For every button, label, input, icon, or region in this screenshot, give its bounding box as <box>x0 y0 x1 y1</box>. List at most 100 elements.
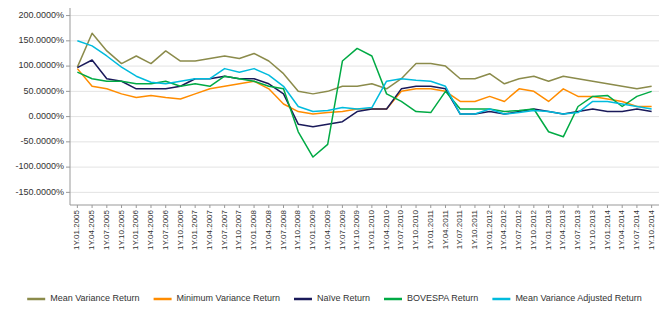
x-tick-label: 1Y.10.2006 <box>176 209 185 249</box>
x-tick-label: 1Y.04.2008 <box>264 209 273 249</box>
x-tick <box>401 205 402 208</box>
x-axis: 1Y.01.20051Y.04.20051Y.07.20051Y.10.2005… <box>72 205 655 250</box>
x-tick-label: 1Y.07.2006 <box>161 209 170 249</box>
x-tick <box>430 205 431 208</box>
y-axis-line <box>70 8 71 205</box>
x-tick <box>209 205 210 208</box>
x-tick <box>92 205 93 208</box>
x-tick-label: 1Y.07.2005 <box>102 209 111 249</box>
x-tick-label: 1Y.04.2013 <box>558 209 567 249</box>
x-tick-label: 1Y.01.2009 <box>308 209 317 249</box>
x-tick <box>548 205 549 208</box>
x-axis-line <box>70 205 659 206</box>
x-tick <box>195 205 196 208</box>
legend-label: Mean Variance Adjusted Return <box>515 293 641 303</box>
y-tick-label: 150.0000% <box>18 35 64 45</box>
x-tick <box>298 205 299 208</box>
x-tick <box>651 205 652 208</box>
y-tick <box>66 167 70 168</box>
series-lines <box>77 33 651 157</box>
x-tick <box>533 205 534 208</box>
grid-line <box>70 141 659 142</box>
grid-line <box>70 192 659 193</box>
x-tick <box>519 205 520 208</box>
x-tick-label: 1Y.10.2012 <box>529 209 538 249</box>
x-tick <box>254 205 255 208</box>
legend-item: BOVESPA Return <box>384 293 478 303</box>
x-tick <box>77 205 78 208</box>
x-tick-label: 1Y.10.2013 <box>588 209 597 249</box>
x-tick <box>106 205 107 208</box>
y-tick-label: -100.0000% <box>15 161 64 171</box>
legend-item: Minimum Variance Return <box>154 293 280 303</box>
legend-label: BOVESPA Return <box>407 293 478 303</box>
x-tick <box>504 205 505 208</box>
x-tick <box>445 205 446 208</box>
x-tick <box>239 205 240 208</box>
y-tick <box>66 15 70 16</box>
x-tick <box>489 205 490 208</box>
grid-line <box>70 91 659 92</box>
y-tick-label: 200.0000% <box>18 10 64 20</box>
x-tick-label: 1Y.10.2014 <box>647 209 656 249</box>
x-tick <box>312 205 313 208</box>
x-tick <box>150 205 151 208</box>
legend-swatch <box>492 298 510 301</box>
x-tick <box>136 205 137 208</box>
x-tick-label: 1Y.10.2011 <box>470 209 479 249</box>
x-tick-label: 1Y.01.2011 <box>426 209 435 249</box>
x-tick <box>357 205 358 208</box>
legend-swatch <box>27 298 45 301</box>
x-tick-label: 1Y.01.2007 <box>190 209 199 249</box>
x-tick-label: 1Y.07.2012 <box>514 209 523 249</box>
legend-swatch <box>384 298 402 301</box>
series-line <box>77 33 651 94</box>
x-tick <box>474 205 475 208</box>
x-tick-label: 1Y.04.2011 <box>441 209 450 249</box>
x-tick <box>416 205 417 208</box>
y-grid <box>70 16 659 193</box>
y-tick <box>66 116 70 117</box>
x-tick-label: 1Y.07.2014 <box>632 209 641 249</box>
x-tick-label: 1Y.10.2010 <box>411 209 420 249</box>
x-tick <box>622 205 623 208</box>
legend-item: Mean Variance Return <box>27 293 139 303</box>
x-tick-label: 1Y.04.2007 <box>205 209 214 249</box>
x-tick <box>268 205 269 208</box>
series-line <box>77 60 651 127</box>
x-tick-label: 1Y.04.2012 <box>499 209 508 249</box>
legend-swatch <box>154 298 172 301</box>
legend-label: Minimum Variance Return <box>177 293 280 303</box>
x-tick <box>607 205 608 208</box>
y-tick-label: 100.0000% <box>18 60 64 70</box>
grid-line <box>70 167 659 168</box>
series-line <box>77 41 651 114</box>
grid-line <box>70 66 659 67</box>
y-tick <box>66 66 70 67</box>
x-tick-label: 1Y.07.2009 <box>338 209 347 249</box>
legend: Mean Variance Return Minimum Variance Ret… <box>27 293 642 303</box>
x-tick-label: 1Y.01.2010 <box>367 209 376 249</box>
y-tick <box>66 40 70 41</box>
x-tick-label: 1Y.01.2014 <box>603 209 612 249</box>
x-tick <box>386 205 387 208</box>
x-tick <box>224 205 225 208</box>
x-tick <box>327 205 328 208</box>
x-tick-label: 1Y.01.2013 <box>544 209 553 249</box>
x-tick-label: 1Y.01.2006 <box>131 209 140 249</box>
x-tick-label: 1Y.07.2008 <box>279 209 288 249</box>
legend-label: Mean Variance Return <box>50 293 139 303</box>
x-tick-label: 1Y.10.2008 <box>293 209 302 249</box>
x-tick <box>180 205 181 208</box>
y-axis: -150.0000%-100.0000%-50.0000%0.0000%50.0… <box>15 8 70 205</box>
legend-label: Naïve Return <box>317 293 370 303</box>
y-tick-label: 0.0000% <box>28 111 64 121</box>
x-tick <box>371 205 372 208</box>
grid-line <box>70 40 659 41</box>
x-tick <box>342 205 343 208</box>
x-tick-label: 1Y.07.2013 <box>573 209 582 249</box>
x-tick <box>563 205 564 208</box>
x-tick-label: 1Y.04.2010 <box>382 209 391 249</box>
x-tick <box>121 205 122 208</box>
grid-line <box>70 15 659 16</box>
